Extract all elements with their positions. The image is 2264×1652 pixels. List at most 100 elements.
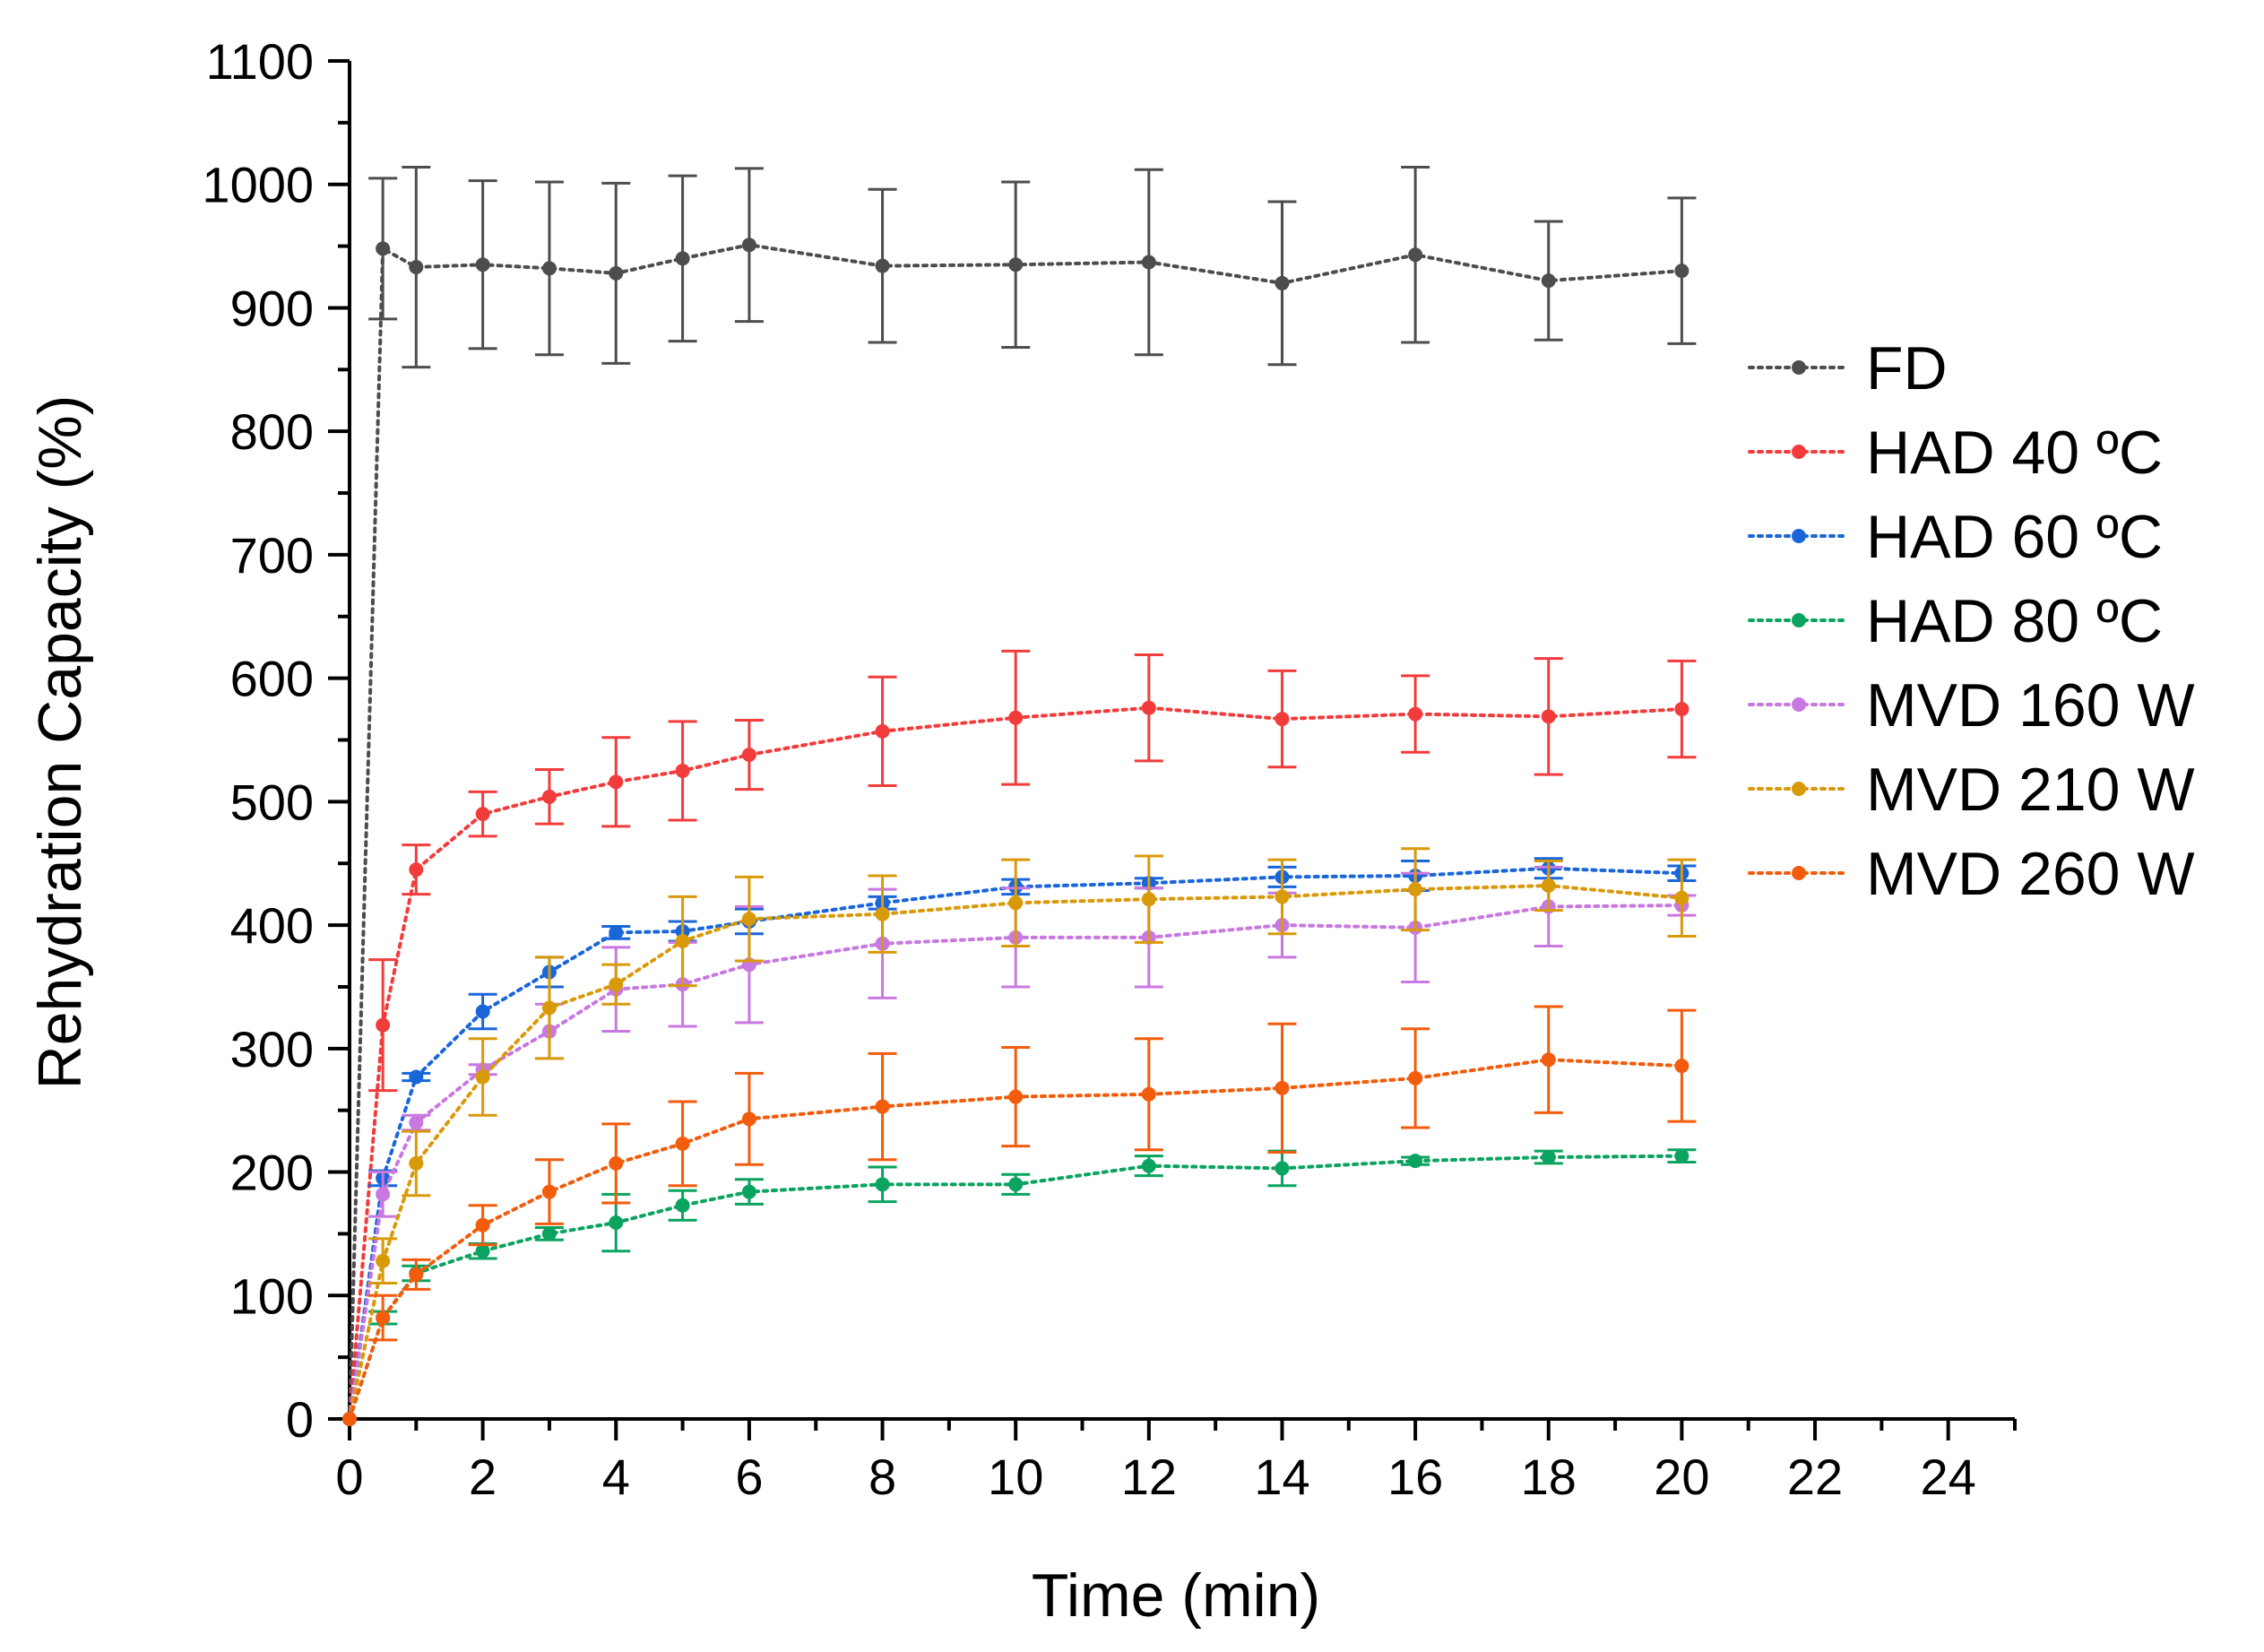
data-point (875, 258, 890, 273)
data-point (1008, 257, 1024, 272)
x-tick-label: 20 (1654, 1449, 1709, 1505)
data-point (675, 1198, 690, 1213)
plot-series (342, 165, 1697, 1426)
data-point (541, 1000, 557, 1016)
data-point (1674, 702, 1689, 717)
series-line (348, 866, 1684, 1421)
y-tick-label: 300 (230, 1021, 314, 1077)
y-axis-title: Rehydration Capacity (%) (26, 395, 94, 1090)
legend-marker (1792, 697, 1806, 712)
data-point (1408, 706, 1423, 722)
legend-label: HAD 40 ºC (1866, 419, 2163, 487)
data-point (541, 1226, 557, 1241)
data-point (1408, 1070, 1423, 1085)
data-point (1275, 889, 1290, 904)
data-point (1141, 255, 1156, 270)
series-5 (342, 847, 1697, 1426)
x-tick-label: 8 (868, 1449, 896, 1505)
data-point (1541, 1150, 1556, 1165)
data-point (409, 1155, 424, 1171)
series-6 (342, 1005, 1697, 1426)
data-point (1541, 709, 1556, 724)
legend-marker (1792, 866, 1806, 880)
data-point (875, 1177, 890, 1192)
y-tick-label: 0 (286, 1391, 314, 1448)
data-point (376, 1310, 391, 1326)
y-tick-label: 900 (230, 280, 314, 336)
data-point (1674, 1148, 1689, 1163)
x-tick-label: 0 (335, 1449, 363, 1505)
data-point (475, 807, 490, 822)
data-point (1674, 264, 1689, 279)
data-point (609, 1155, 624, 1171)
data-point (1541, 1052, 1556, 1068)
data-point (1008, 1089, 1024, 1104)
data-point (875, 723, 890, 739)
legend: FD HAD 40 ºC HAD 60 ºC HAD 80 ºC MVD 160 W MV… (1748, 334, 2195, 908)
data-point (1674, 1059, 1689, 1074)
legend-label: MVD 260 W (1866, 840, 2195, 908)
data-point (741, 912, 756, 927)
y-tick-label: 700 (230, 527, 314, 584)
data-point (376, 241, 391, 256)
x-tick-label: 12 (1121, 1449, 1177, 1505)
data-point (609, 774, 624, 790)
data-point (1008, 710, 1024, 725)
data-point (1275, 712, 1290, 727)
y-tick-label: 600 (230, 651, 314, 707)
data-point (541, 789, 557, 804)
legend-marker (1792, 613, 1806, 627)
x-tick-label: 10 (988, 1449, 1043, 1505)
x-axis-title: Time (min) (1032, 1561, 1320, 1630)
data-point (675, 933, 690, 948)
legend-marker (1792, 782, 1806, 796)
legend-label: MVD 210 W (1866, 756, 2195, 824)
y-tick-label: 1000 (202, 157, 314, 213)
x-tick-label: 22 (1787, 1449, 1843, 1505)
y-tick-label: 800 (230, 403, 314, 460)
x-tick-label: 2 (469, 1449, 497, 1505)
data-point (675, 251, 690, 266)
y-tick-label: 1100 (206, 33, 314, 90)
data-point (409, 1267, 424, 1282)
x-tick-label: 6 (735, 1449, 763, 1505)
data-point (1141, 1158, 1156, 1173)
data-point (609, 265, 624, 281)
x-tick-label: 4 (602, 1449, 630, 1505)
data-point (1408, 1154, 1423, 1169)
data-point (1408, 247, 1423, 263)
data-point (1141, 1086, 1156, 1102)
legend-label: FD (1866, 334, 1948, 402)
data-point (875, 906, 890, 921)
legend-marker (1792, 529, 1806, 543)
data-point (675, 1136, 690, 1151)
data-point (1008, 895, 1024, 911)
data-point (475, 1217, 490, 1233)
data-point (1674, 890, 1689, 905)
legend-label: HAD 80 ºC (1866, 587, 2163, 655)
x-tick-label: 24 (1921, 1449, 1976, 1505)
data-point (609, 1215, 624, 1231)
series-3 (342, 1148, 1697, 1426)
legend-label: HAD 60 ºC (1866, 503, 2163, 571)
series-1 (342, 649, 1697, 1426)
data-point (475, 1069, 490, 1085)
data-point (376, 1253, 391, 1268)
data-point (376, 1187, 391, 1202)
data-point (1275, 1161, 1290, 1176)
data-point (609, 977, 624, 992)
data-point (609, 925, 624, 940)
data-point (741, 1111, 756, 1127)
data-point (409, 862, 424, 878)
y-tick-label: 200 (230, 1145, 314, 1201)
x-tick-label: 14 (1254, 1449, 1309, 1505)
data-point (475, 1004, 490, 1019)
data-point (475, 257, 490, 272)
data-point (875, 1099, 890, 1114)
y-tick-label: 500 (230, 774, 314, 830)
data-point (1541, 273, 1556, 289)
data-point (675, 763, 690, 778)
y-tick-label: 400 (230, 897, 314, 954)
